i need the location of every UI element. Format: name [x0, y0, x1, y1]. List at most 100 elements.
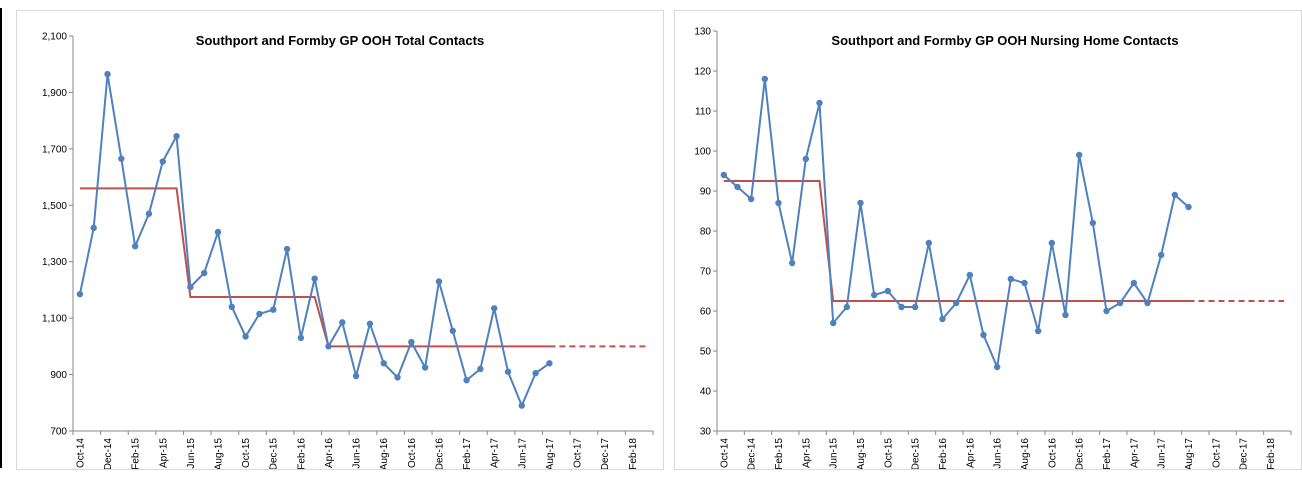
data-point — [925, 239, 933, 247]
data-point — [1062, 311, 1069, 319]
x-tick-label: Jun-17 — [1157, 438, 1168, 469]
x-tick-label: Oct-17 — [573, 438, 584, 468]
data-point — [857, 199, 864, 207]
data-point — [788, 259, 796, 267]
y-tick-label: 1,700 — [42, 144, 67, 155]
x-tick-label: Aug-15 — [856, 438, 867, 469]
data-point — [911, 303, 919, 311]
data-point — [352, 372, 360, 380]
chart-title: Southport and Formby GP OOH Total Contac… — [196, 33, 484, 48]
x-tick-label: Feb-17 — [1102, 438, 1113, 469]
data-point — [993, 363, 1001, 371]
x-tick-label: Oct-14 — [75, 438, 86, 468]
x-tick-label: Feb-18 — [628, 438, 639, 469]
x-tick-label: Feb-17 — [462, 438, 473, 469]
data-point — [1075, 151, 1083, 159]
x-tick-label: Dec-17 — [600, 438, 611, 469]
data-point — [802, 155, 810, 163]
data-point — [1144, 299, 1151, 307]
data-point — [200, 269, 208, 277]
x-tick-label: Apr-15 — [158, 438, 169, 468]
x-tick-label: Oct-15 — [241, 438, 252, 468]
x-tick-label: Dec-14 — [103, 438, 114, 469]
x-tick-label: Feb-15 — [131, 438, 142, 469]
chart-total-contacts-svg: Southport and Formby GP OOH Total Contac… — [42, 32, 654, 469]
y-tick-label: 30 — [700, 427, 712, 438]
data-point — [829, 319, 837, 327]
x-tick-label: Apr-15 — [801, 438, 812, 468]
x-tick-label: Oct-17 — [1211, 438, 1222, 468]
x-tick-label: Feb-15 — [774, 438, 785, 469]
data-point — [952, 299, 960, 307]
y-tick-label: 1,500 — [42, 201, 67, 212]
data-point — [1157, 251, 1165, 259]
data-point — [131, 242, 139, 250]
data-point — [449, 327, 456, 335]
data-point — [380, 360, 387, 367]
series-line — [78, 73, 551, 409]
data-point — [1048, 239, 1056, 247]
data-point — [145, 210, 153, 217]
data-point — [775, 199, 782, 207]
x-tick-label: Aug-16 — [1020, 438, 1031, 469]
x-tick-label: Jun-16 — [352, 438, 363, 469]
x-tick-label: Dec-16 — [434, 438, 445, 469]
data-point — [394, 374, 401, 381]
data-point — [90, 224, 97, 232]
data-point — [297, 334, 305, 342]
data-point — [532, 369, 539, 377]
data-point — [408, 338, 415, 346]
data-point — [1089, 219, 1097, 227]
data-point — [1185, 203, 1192, 211]
data-point — [1103, 307, 1110, 315]
x-tick-label: Oct-14 — [719, 438, 730, 468]
data-point — [366, 320, 374, 327]
data-point — [283, 245, 291, 253]
data-point — [159, 158, 166, 165]
data-point — [311, 275, 318, 282]
x-tick-label: Dec-14 — [747, 438, 758, 469]
chart-nursing-home-contacts: Southport and Formby GP OOH Nursing Home… — [674, 10, 1302, 470]
chart-nursing-home-contacts-svg: Southport and Formby GP OOH Nursing Home… — [694, 27, 1292, 469]
y-tick-label: 2,100 — [42, 32, 67, 43]
x-tick-label: Aug-17 — [1184, 438, 1195, 469]
data-point — [76, 290, 84, 298]
x-tick-label: Oct-15 — [883, 438, 894, 468]
center-line — [79, 187, 550, 348]
chart-title: Southport and Formby GP OOH Nursing Home… — [831, 33, 1178, 48]
y-tick-label: 1,100 — [42, 314, 67, 325]
data-point — [477, 365, 484, 373]
x-tick-label: Jun-15 — [186, 438, 197, 469]
data-point — [242, 333, 249, 340]
data-point — [256, 310, 263, 318]
x-tick-label: Jun-17 — [517, 438, 528, 469]
data-point — [1116, 299, 1124, 307]
data-point — [339, 319, 346, 326]
data-point — [870, 291, 878, 299]
x-tick-label: Dec-16 — [1075, 438, 1086, 469]
data-point — [504, 368, 512, 375]
x-tick-label: Apr-16 — [324, 438, 335, 468]
data-point — [173, 132, 180, 140]
x-tick-label: Dec-15 — [269, 438, 280, 469]
data-point — [761, 75, 769, 83]
y-tick-label: 40 — [700, 387, 712, 398]
data-point — [816, 99, 823, 107]
y-tick-label: 100 — [694, 147, 711, 158]
data-point — [884, 287, 892, 295]
x-tick-label: Aug-15 — [214, 438, 225, 469]
data-point — [966, 271, 974, 279]
data-point — [325, 343, 332, 350]
x-tick-label: Feb-16 — [938, 438, 949, 469]
y-tick-label: 60 — [700, 307, 712, 318]
data-point — [421, 364, 429, 371]
data-point — [939, 315, 946, 323]
x-tick-label: Feb-16 — [296, 438, 307, 469]
x-tick-label: Aug-16 — [379, 438, 390, 469]
y-tick-label: 50 — [700, 347, 712, 358]
x-tick-label: Apr-17 — [490, 438, 501, 468]
y-tick-label: 1,900 — [42, 88, 67, 99]
data-point — [214, 228, 222, 236]
y-tick-label: 130 — [694, 27, 711, 38]
data-point — [435, 278, 443, 285]
